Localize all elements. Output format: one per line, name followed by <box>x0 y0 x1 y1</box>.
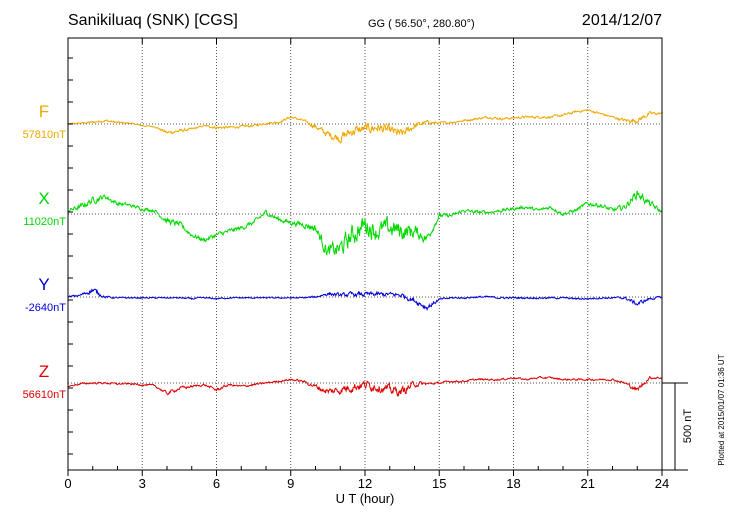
x-tick-label: 24 <box>655 476 669 491</box>
x-tick-label: 6 <box>213 476 220 491</box>
chart-date: 2014/12/07 <box>582 12 662 29</box>
station-coordinates: GG ( 56.50°, 280.80°) <box>368 18 475 30</box>
series-x-line <box>67 190 663 256</box>
series-traces <box>67 109 663 397</box>
scale-bar-label: 500 nT <box>682 409 694 444</box>
series-z-line <box>67 375 663 397</box>
x-tick-label: 12 <box>358 476 372 491</box>
series-y-baseline-value: -2640nT <box>25 302 66 314</box>
series-f-name: F <box>39 102 49 121</box>
series-x-name: X <box>38 189 49 208</box>
series-z-baseline-value: 56610nT <box>23 389 67 401</box>
series-x-baseline-value: 11020nT <box>23 216 66 228</box>
scale-bar: 500 nT <box>662 382 694 471</box>
series-labels: F 57810nT X 11020nT Y -2640nT Z 56610nT <box>23 102 67 401</box>
x-tick-label: 18 <box>506 476 520 491</box>
x-tick-label: 21 <box>581 476 595 491</box>
x-tick-label: 0 <box>64 476 71 491</box>
x-axis-ticks: 0 3 6 9 12 15 18 21 24 <box>64 38 669 491</box>
x-tick-label: 3 <box>139 476 146 491</box>
series-f-baseline-value: 57810nT <box>23 129 67 141</box>
series-y-line <box>67 288 663 312</box>
series-f-line <box>67 109 663 144</box>
chart-title: Sanikiluaq (SNK) [CGS] <box>68 12 238 29</box>
grid-lines <box>141 38 589 470</box>
x-tick-label: 9 <box>287 476 294 491</box>
x-tick-label: 15 <box>432 476 446 491</box>
plotted-timestamp: Plotted at 2015/01/07 01:36 UT <box>717 354 726 465</box>
series-z-name: Z <box>39 362 49 381</box>
series-y-name: Y <box>38 275 49 294</box>
x-axis-label: U T (hour) <box>336 491 395 506</box>
